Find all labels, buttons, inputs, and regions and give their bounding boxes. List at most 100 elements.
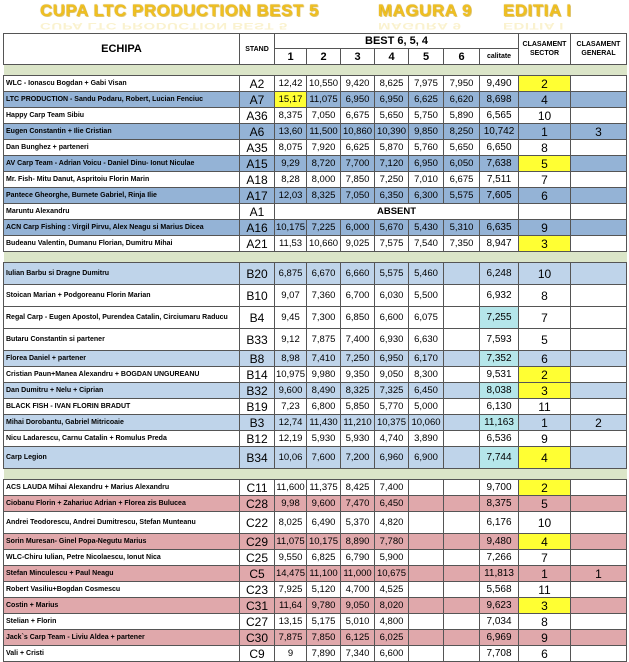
team-name: BLACK FISH - IVAN FLORIN BRADUT — [3, 398, 240, 415]
calitate-cell: 7,744 — [479, 446, 519, 469]
weight-cell-1: 10,06 — [274, 446, 307, 469]
weight-cell-4: 5,900 — [374, 549, 409, 566]
weight-cell-5 — [408, 645, 444, 662]
separator-cell — [3, 251, 627, 263]
weight-cell-1: 12,74 — [274, 414, 307, 431]
weight-cell-3: 6,950 — [340, 91, 375, 108]
weight-cell-6: 6,050 — [443, 155, 480, 172]
sector-rank-cell: 5 — [518, 495, 571, 512]
general-rank-cell — [570, 219, 627, 236]
weight-cell-1: 9 — [274, 645, 307, 662]
header-manche-4: 4 — [374, 48, 409, 65]
stand-cell: C31 — [239, 597, 275, 614]
team-name: Andrei Teodorescu, Andrei Dumitrescu, St… — [3, 511, 240, 534]
weight-cell-6 — [443, 613, 480, 630]
stand-cell: B32 — [239, 382, 275, 399]
general-rank-cell — [570, 155, 627, 172]
weight-cell-3: 9,050 — [340, 597, 375, 614]
weight-cell-2: 10,550 — [306, 75, 341, 92]
table-row: Dan Dumitru + Nelu + Ciprian B32 9,600 8,49… — [3, 382, 627, 399]
weight-cell-5: 6,075 — [408, 306, 444, 329]
stand-cell: C11 — [239, 479, 275, 496]
team-name: Ciobanu Florin + Zahariuc Adrian + Flore… — [3, 495, 240, 512]
weight-cell-3: 9,025 — [340, 235, 375, 252]
weight-cell-5: 5,430 — [408, 219, 444, 236]
general-rank-cell — [570, 328, 627, 351]
weight-cell-3: 6,125 — [340, 629, 375, 646]
table-row: WLC-Chiru Iulian, Petre Nicolaescu, Ionu… — [3, 549, 627, 566]
weight-cell-5: 6,625 — [408, 91, 444, 108]
weight-cell-5 — [408, 511, 444, 534]
weight-cell-3: 7,250 — [340, 350, 375, 367]
sector-rank-cell: 7 — [518, 549, 571, 566]
weight-cell-1: 11,075 — [274, 533, 307, 550]
table-row: Butaru Constantin si partener B33 9,12 7,87… — [3, 328, 627, 351]
table-row: Robert Vasiliu+Bogdan Cosmescu C23 7,925 5,… — [3, 581, 627, 598]
calitate-cell: 9,531 — [479, 366, 519, 383]
sector-rank-cell: 2 — [518, 366, 571, 383]
weight-cell-5 — [408, 549, 444, 566]
weight-cell-3: 9,420 — [340, 75, 375, 92]
table-row: Stoican Marian + Podgoreanu Florin Maria… — [3, 284, 627, 307]
general-rank-cell — [570, 645, 627, 662]
weight-cell-2: 6,800 — [306, 398, 341, 415]
sector-rank-cell: 9 — [518, 629, 571, 646]
stand-cell: B10 — [239, 284, 275, 307]
team-name: Maruntu Alexandru — [3, 203, 240, 220]
weight-cell-4: 7,575 — [374, 235, 409, 252]
weight-cell-6 — [443, 398, 480, 415]
general-rank-cell — [570, 549, 627, 566]
weight-cell-4: 7,400 — [374, 479, 409, 496]
table-row: Pantece Gheorghe, Burnete Gabriel, Rinja… — [3, 187, 627, 204]
weight-cell-4: 8,625 — [374, 75, 409, 92]
team-name: Dan Bunghez + parteneri — [3, 139, 240, 156]
weight-cell-1: 9,07 — [274, 284, 307, 307]
weight-cell-4: 6,930 — [374, 328, 409, 351]
weight-cell-6 — [443, 549, 480, 566]
weight-cell-6: 5,650 — [443, 139, 480, 156]
weight-cell-3: 5,370 — [340, 511, 375, 534]
general-rank-cell — [570, 139, 627, 156]
stand-cell: A1 — [239, 203, 275, 220]
calitate-cell: 5,568 — [479, 581, 519, 598]
table-row: Eugen Constantin + Ilie Cristian A6 13,60 1… — [3, 123, 627, 140]
weight-cell-2: 9,780 — [306, 597, 341, 614]
table-row: Carp Legion B34 10,06 7,600 7,200 6,960 6,900 7… — [3, 446, 627, 469]
weight-cell-3: 6,790 — [340, 549, 375, 566]
weight-cell-5: 6,630 — [408, 328, 444, 351]
weight-cell-6 — [443, 430, 480, 447]
team-name: Eugen Constantin + Ilie Cristian — [3, 123, 240, 140]
table-row: Florea Daniel + partener B8 8,98 7,410 7,250… — [3, 350, 627, 367]
weight-cell-2: 5,120 — [306, 581, 341, 598]
weight-cell-3: 11,000 — [340, 565, 375, 582]
team-name: Sorin Muresan- Ginel Popa-Negutu Marius — [3, 533, 240, 550]
weight-cell-2: 10,175 — [306, 533, 341, 550]
weight-cell-2: 5,175 — [306, 613, 341, 630]
weight-cell-5: 10,060 — [408, 414, 444, 431]
weight-cell-5 — [408, 565, 444, 582]
sector-rank-cell: 8 — [518, 139, 571, 156]
team-name: Costin + Marius — [3, 597, 240, 614]
table-row: BLACK FISH - IVAN FLORIN BRADUT B19 7,23 6,… — [3, 398, 627, 415]
sector-rank-cell: 10 — [518, 107, 571, 124]
team-name: Happy Carp Team Sibiu — [3, 107, 240, 124]
table-row: Mr. Fish- Mitu Danut, Aspritoiu Florin M… — [3, 171, 627, 188]
title-middle-reflection: MAGURA 9 — [378, 20, 462, 31]
weight-cell-5 — [408, 613, 444, 630]
stand-cell: B33 — [239, 328, 275, 351]
calitate-cell: 7,593 — [479, 328, 519, 351]
weight-cell-5: 9,850 — [408, 123, 444, 140]
sector-rank-cell: 11 — [518, 398, 571, 415]
stand-cell: B14 — [239, 366, 275, 383]
weight-cell-2: 11,500 — [306, 123, 341, 140]
table-row: ACN Carp Fishing : Virgil Pirvu, Alex Ne… — [3, 219, 627, 236]
weight-cell-3: 7,400 — [340, 328, 375, 351]
weight-cell-1: 13,15 — [274, 613, 307, 630]
weight-cell-2: 7,850 — [306, 629, 341, 646]
table-row: Iulian Barbu si Dragne Dumitru B20 6,875 6,… — [3, 262, 627, 285]
results-table: ECHIPA STAND BEST 6, 5, 4 CLASAMENT SECT… — [3, 33, 627, 662]
weight-cell-1: 9,12 — [274, 328, 307, 351]
weight-cell-1: 11,53 — [274, 235, 307, 252]
team-name: AV Carp Team - Adrian Voicu - Daniel Din… — [3, 155, 240, 172]
weight-cell-4: 6,350 — [374, 187, 409, 204]
